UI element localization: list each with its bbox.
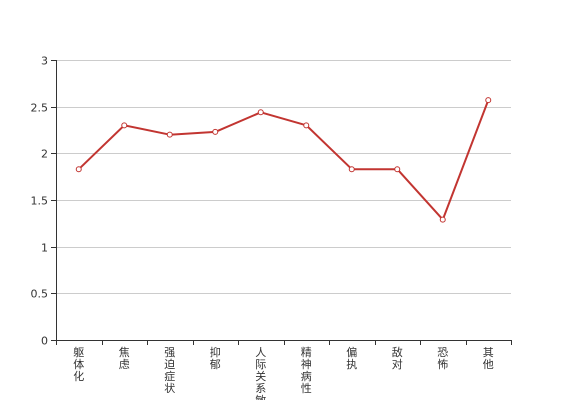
x-tick-label: 焦虑 (119, 346, 130, 371)
grid (56, 60, 511, 294)
data-point[interactable] (121, 122, 128, 129)
x-tick-label: 恐怖 (437, 346, 448, 371)
axes (56, 60, 511, 341)
data-point[interactable] (303, 122, 310, 129)
data-point[interactable] (394, 166, 401, 173)
y-tick-label: 2.5 (31, 102, 49, 115)
x-tick-label: 抑郁 (210, 345, 221, 371)
y-tick-label: 1 (41, 242, 48, 255)
y-tick-label: 0 (41, 335, 48, 348)
x-tick-label: 强迫症状 (164, 346, 175, 395)
series-line (78, 99, 490, 221)
y-tick-label: 3 (41, 55, 48, 68)
x-tick-label: 偏执 (346, 345, 357, 371)
series (75, 97, 492, 223)
data-point[interactable] (75, 166, 82, 173)
x-tick-label: 其他 (483, 346, 494, 371)
x-tick-label: 敌对 (392, 345, 403, 371)
y-tick-label: 1.5 (31, 195, 49, 208)
x-tick-label: 人际关系敏感 (255, 346, 266, 400)
y-tick-label: 2 (41, 148, 48, 161)
data-point[interactable] (166, 131, 173, 138)
data-point[interactable] (485, 97, 492, 104)
data-point[interactable] (257, 109, 264, 116)
x-tick-label: 躯体化 (73, 346, 84, 383)
y-tick-label: 0.5 (31, 288, 49, 301)
y-axis-ticks: 0 0.5 1 1.5 2 2.5 3 (31, 55, 56, 348)
x-axis-ticks: 躯体化 焦虑 强迫症状 抑郁 人际关系敏感 精神病性 偏执 敌对 恐怖 其他 (56, 340, 512, 400)
data-point[interactable] (439, 216, 446, 223)
x-tick-label: 精神病性 (301, 346, 312, 395)
data-point[interactable] (212, 128, 219, 135)
data-point[interactable] (348, 166, 355, 173)
